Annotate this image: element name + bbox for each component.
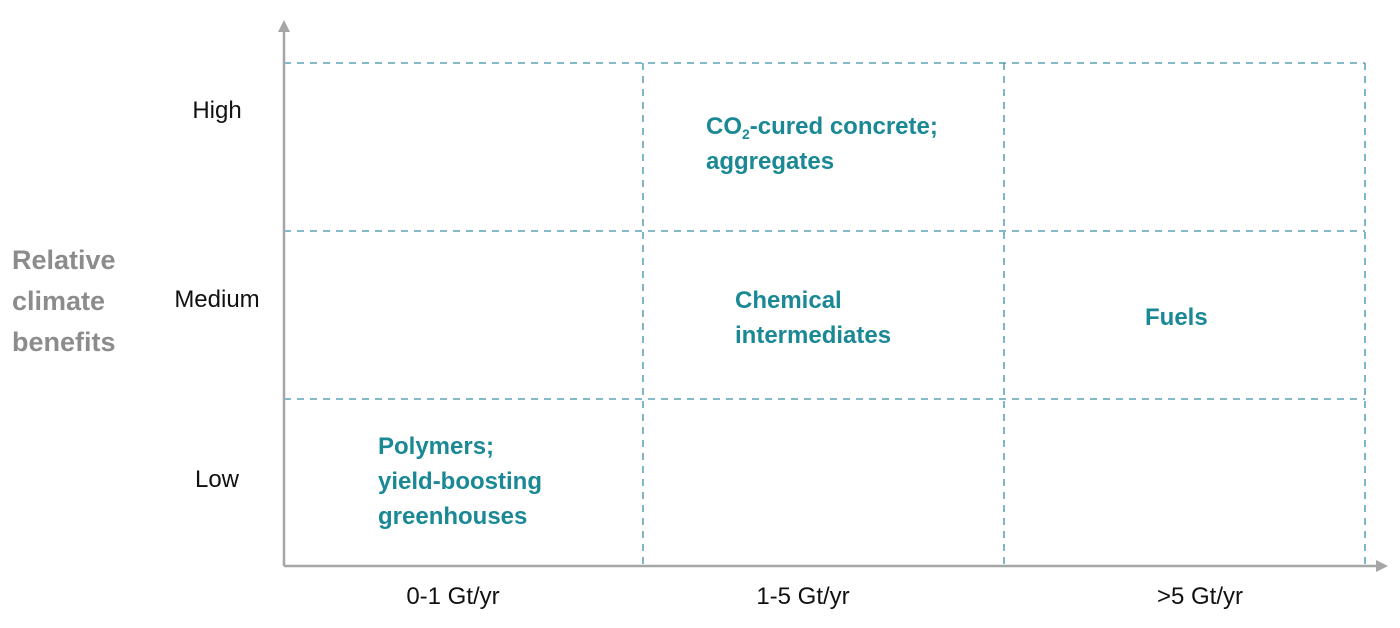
y-level-high: High <box>192 97 242 124</box>
x-level-1-5: 1-5 Gt/yr <box>756 583 850 610</box>
concrete-rest-text: -cured concrete; <box>749 113 938 140</box>
x-level-over-5: >5 Gt/yr <box>1156 583 1244 610</box>
cell-polymers: Polymers; yield-boosting greenhouses <box>378 429 542 534</box>
y-level-medium: Medium <box>174 286 260 313</box>
y-axis-title: Relative climate benefits <box>12 240 152 363</box>
cell-line: Chemical <box>735 287 842 314</box>
y-level-low: Low <box>194 466 240 493</box>
y-axis-title-line: climate <box>12 286 106 316</box>
cell-chemical-intermediates: Chemical intermediates <box>735 283 891 353</box>
cell-line: yield-boosting <box>378 468 542 495</box>
co-text: CO <box>706 113 742 140</box>
cell-co2-cured-concrete: CO2-cured concrete; aggregates <box>706 109 938 179</box>
cell-line: aggregates <box>706 148 835 175</box>
cell-line: greenhouses <box>378 503 528 530</box>
cell-line: intermediates <box>735 322 892 349</box>
grid-lines <box>284 62 1366 566</box>
x-level-0-1: 0-1 Gt/yr <box>406 583 500 610</box>
y-axis-title-line: benefits <box>12 327 116 357</box>
y-axis-title-line: Relative <box>12 245 116 275</box>
cell-line: Fuels <box>1145 304 1208 331</box>
subscript-two: 2 <box>742 126 750 142</box>
cell-line: Polymers; <box>378 433 495 460</box>
cell-line: CO2-cured concrete; <box>706 109 938 144</box>
cell-fuels: Fuels <box>1145 300 1208 335</box>
